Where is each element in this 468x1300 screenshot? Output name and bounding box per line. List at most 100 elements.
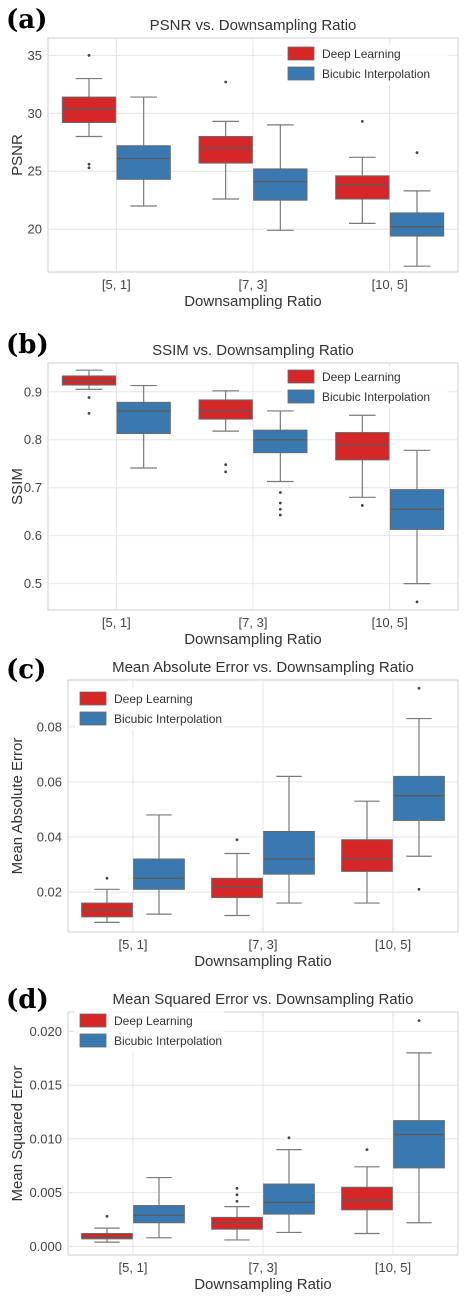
outlier-point: [105, 876, 109, 880]
outlier-point: [224, 470, 228, 474]
y-tick-label: 0.06: [37, 774, 62, 789]
box: [61, 96, 117, 124]
panel-letter: (d): [6, 985, 49, 1015]
outlier-point: [417, 887, 421, 891]
y-axis-label: Mean Absolute Error: [9, 738, 26, 875]
legend: Deep Learning Bicubic Interpolation: [74, 688, 224, 730]
y-tick-label: 0.02: [37, 885, 62, 900]
panel-letter: (a): [6, 5, 47, 35]
box: [211, 877, 263, 899]
box: [335, 175, 390, 200]
box: [393, 775, 445, 821]
y-tick-label: 0.005: [29, 1185, 62, 1200]
box: [389, 212, 445, 237]
y-tick-label: 0.08: [37, 719, 62, 734]
x-axis-label: Downsampling Ratio: [184, 293, 322, 310]
x-tick-label: [5, 1]: [119, 1260, 148, 1275]
y-tick-label: 0.04: [37, 829, 62, 844]
legend-swatch: [287, 66, 315, 81]
y-tick-label: 0.7: [24, 480, 42, 495]
box: [341, 839, 393, 872]
legend-swatch: [79, 691, 107, 706]
outlier-point: [87, 411, 91, 415]
y-tick-label: 0.010: [29, 1131, 62, 1146]
box: [133, 1205, 185, 1224]
chart-title: PSNR vs. Downsampling Ratio: [150, 17, 357, 34]
x-tick-label: [10, 5]: [375, 1260, 411, 1275]
y-axis-label: Mean Squared Error: [9, 1066, 26, 1202]
outlier-point: [360, 120, 364, 123]
box: [198, 135, 253, 164]
chart-title: Mean Absolute Error vs. Downsampling Rat…: [112, 659, 414, 676]
x-tick-label: [7, 3]: [239, 615, 268, 630]
outlier-point: [87, 396, 91, 399]
y-axis-label: SSIM: [9, 468, 26, 505]
x-tick-label: [7, 3]: [249, 1260, 278, 1275]
chart-title: SSIM vs. Downsampling Ratio: [152, 342, 354, 359]
chart-panel-1: (a) PSNR vs. Downsampling Ratio 20 25 30 35 [5…: [6, 5, 459, 310]
outlier-point: [417, 1019, 421, 1023]
outlier-point: [278, 491, 282, 494]
outlier-point: [224, 80, 228, 84]
box: [335, 432, 390, 461]
y-tick-label: 35: [28, 48, 42, 63]
outlier-point: [278, 513, 282, 517]
outlier-point: [278, 501, 282, 505]
chart-panel-3: (c) Mean Absolute Error vs. Downsampling …: [6, 655, 459, 970]
box: [116, 401, 171, 435]
legend-label: Bicubic Interpolation: [322, 390, 430, 404]
x-axis-label: Downsampling Ratio: [184, 631, 322, 648]
box: [341, 1186, 393, 1211]
legend-swatch: [287, 389, 315, 404]
box: [263, 1183, 315, 1215]
box: [263, 830, 315, 875]
outlier-point: [235, 1199, 239, 1203]
x-tick-label: [5, 1]: [119, 937, 148, 952]
x-tick-label: [5, 1]: [102, 615, 131, 630]
y-tick-label: 0.015: [29, 1078, 62, 1093]
x-tick-label: [7, 3]: [249, 937, 278, 952]
legend-label: Bicubic Interpolation: [114, 1034, 222, 1048]
y-tick-label: 0.6: [24, 528, 42, 543]
legend-swatch: [287, 46, 315, 61]
outlier-point: [287, 1136, 291, 1140]
y-tick-label: 0.8: [24, 432, 42, 447]
panel-letter: (b): [6, 330, 49, 360]
outlier-point: [105, 1214, 109, 1218]
box: [393, 1120, 445, 1169]
box: [133, 858, 185, 890]
box: [253, 168, 308, 201]
legend-swatch: [287, 369, 315, 384]
x-tick-label: [5, 1]: [102, 277, 131, 292]
outlier-point: [417, 686, 421, 690]
legend-label: Deep Learning: [322, 47, 401, 61]
x-axis-label: Downsampling Ratio: [194, 953, 332, 970]
y-tick-label: 20: [28, 222, 42, 237]
y-tick-label: 0.9: [24, 384, 42, 399]
outlier-point: [235, 1193, 239, 1197]
legend-label: Bicubic Interpolation: [322, 67, 430, 81]
legend: Deep Learning Bicubic Interpolation: [74, 1010, 224, 1052]
x-axis-label: Downsampling Ratio: [194, 1276, 332, 1293]
legend: Deep Learning Bicubic Interpolation: [282, 43, 448, 85]
legend-label: Deep Learning: [322, 370, 401, 384]
x-tick-label: [10, 5]: [372, 615, 408, 630]
box: [116, 145, 171, 180]
legend-swatch: [79, 1033, 107, 1048]
outlier-point: [415, 151, 419, 155]
legend-swatch: [79, 1013, 107, 1028]
box: [253, 429, 308, 454]
y-tick-label: 0.000: [29, 1239, 62, 1254]
x-tick-label: [10, 5]: [375, 937, 411, 952]
outlier-point: [87, 53, 91, 57]
chart-panel-2: (b) SSIM vs. Downsampling Ratio 0.5 0.6 0.7 0…: [6, 330, 459, 648]
x-tick-label: [7, 3]: [239, 277, 268, 292]
legend: Deep Learning Bicubic Interpolation: [282, 366, 448, 408]
outlier-point: [278, 507, 282, 511]
legend-label: Bicubic Interpolation: [114, 712, 222, 726]
box: [198, 399, 253, 420]
outlier-point: [87, 162, 91, 166]
legend-swatch: [79, 711, 107, 726]
legend-label: Deep Learning: [114, 1014, 193, 1028]
